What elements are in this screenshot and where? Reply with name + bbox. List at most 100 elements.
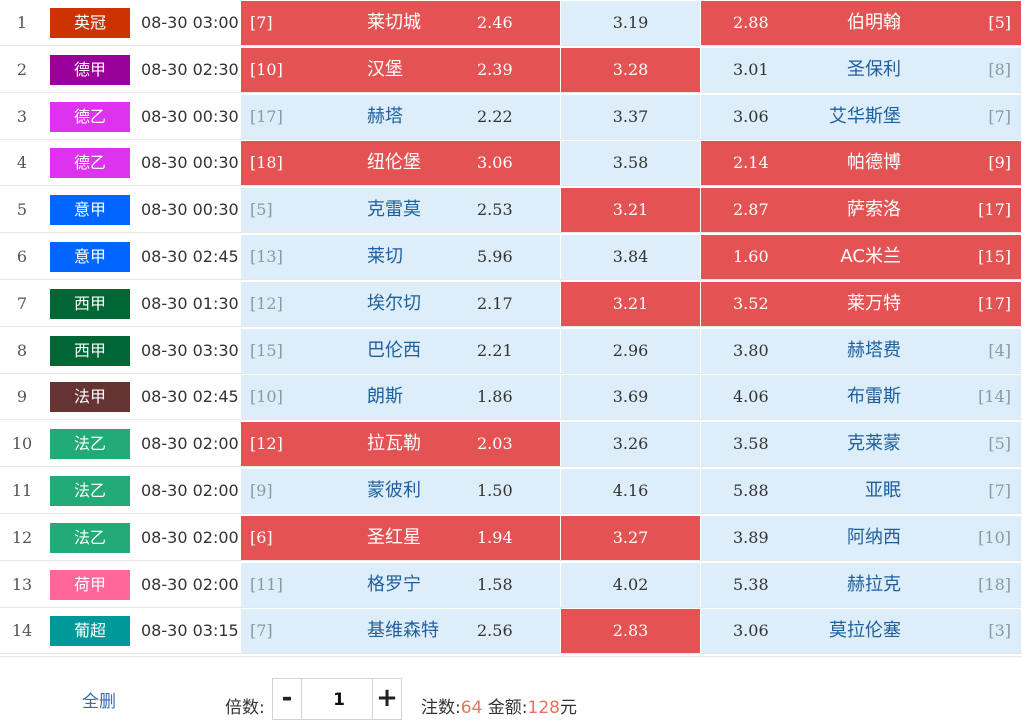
draw-option[interactable]: 3.27 xyxy=(561,515,700,560)
away-team: 阿纳西 xyxy=(847,526,901,548)
league-badge[interactable]: 西甲 xyxy=(50,335,130,366)
increase-multiplier-button[interactable]: + xyxy=(372,679,401,719)
home-win-option[interactable]: [6] 圣红星 1.94 xyxy=(241,515,560,560)
clear-all-button[interactable]: 全删 xyxy=(82,692,116,712)
home-win-option[interactable]: [12] 埃尔切 2.17 xyxy=(241,281,560,326)
match-time: 08-30 03:30 xyxy=(141,340,239,360)
home-win-option[interactable]: [13] 莱切 5.96 xyxy=(241,235,560,279)
amount-label: 金额: xyxy=(487,698,528,718)
away-rank: [3] xyxy=(988,621,1011,641)
home-win-option[interactable]: [5] 克雷莫 2.53 xyxy=(241,188,560,233)
home-team: 格罗宁 xyxy=(367,573,421,595)
away-team: 圣保利 xyxy=(847,58,901,80)
away-win-option[interactable]: 5.38 赫拉克 [18] xyxy=(701,562,1021,607)
home-rank: [9] xyxy=(250,481,273,500)
bet-footer: 全删 倍数: - + 注数:64 金额:128元 xyxy=(0,656,1022,726)
match-row: 14 葡超 08-30 03:15 [7] 基维森特 2.56 2.83 3.06 莫拉伦塞 [3… xyxy=(0,608,1022,655)
home-odds: 1.86 xyxy=(477,387,513,407)
draw-odds: 2.83 xyxy=(612,621,649,641)
home-win-option[interactable]: [17] 赫塔 2.22 xyxy=(241,94,560,139)
league-badge[interactable]: 法乙 xyxy=(50,522,130,553)
league-badge[interactable]: 西甲 xyxy=(50,288,130,319)
away-rank: [18] xyxy=(978,574,1011,594)
draw-option[interactable]: 3.21 xyxy=(561,188,700,233)
match-row: 10 法乙 08-30 02:00 [12] 拉瓦勒 2.03 3.26 3.58 克莱蒙 [5] xyxy=(0,421,1022,468)
away-win-option[interactable]: 4.06 布雷斯 [14] xyxy=(701,375,1021,420)
league-badge[interactable]: 荷甲 xyxy=(50,569,130,600)
home-odds: 5.96 xyxy=(477,247,513,266)
home-win-option[interactable]: [10] 朗斯 1.86 xyxy=(241,375,560,420)
home-win-option[interactable]: [9] 蒙彼利 1.50 xyxy=(241,469,560,513)
home-odds: 2.17 xyxy=(477,293,513,313)
away-odds: 3.80 xyxy=(733,340,769,360)
league-badge[interactable]: 葡超 xyxy=(50,616,130,647)
away-win-option[interactable]: 3.89 阿纳西 [10] xyxy=(701,515,1021,560)
home-win-option[interactable]: [18] 纽伦堡 3.06 xyxy=(241,141,560,186)
away-win-option[interactable]: 1.60 AC米兰 [15] xyxy=(701,235,1021,279)
draw-option[interactable]: 2.96 xyxy=(561,328,700,373)
match-number: 12 xyxy=(11,527,33,547)
home-win-option[interactable]: [15] 巴伦西 2.21 xyxy=(241,328,560,373)
draw-option[interactable]: 3.28 xyxy=(561,47,700,92)
match-number: 4 xyxy=(16,153,28,173)
amount-unit: 元 xyxy=(559,698,577,718)
away-odds: 5.88 xyxy=(733,481,769,500)
home-rank: [7] xyxy=(250,13,273,32)
draw-option[interactable]: 3.58 xyxy=(561,141,700,186)
decrease-multiplier-button[interactable]: - xyxy=(273,679,302,719)
away-team: 亚眠 xyxy=(865,480,901,501)
draw-option[interactable]: 3.19 xyxy=(561,1,700,45)
home-win-option[interactable]: [7] 莱切城 2.46 xyxy=(241,1,560,45)
away-win-option[interactable]: 3.06 艾华斯堡 [7] xyxy=(701,94,1021,139)
home-win-option[interactable]: [12] 拉瓦勒 2.03 xyxy=(241,422,560,467)
away-rank: [7] xyxy=(988,481,1011,500)
match-time: 08-30 02:00 xyxy=(141,574,239,594)
draw-option[interactable]: 4.16 xyxy=(561,469,700,513)
away-rank: [7] xyxy=(988,106,1011,126)
home-win-option[interactable]: [7] 基维森特 2.56 xyxy=(241,609,560,654)
away-win-option[interactable]: 3.06 莫拉伦塞 [3] xyxy=(701,609,1021,654)
away-win-option[interactable]: 2.88 伯明翰 [5] xyxy=(701,1,1021,45)
home-team: 蒙彼利 xyxy=(367,480,421,501)
home-odds: 1.50 xyxy=(477,481,513,500)
league-badge[interactable]: 法乙 xyxy=(50,429,130,460)
home-win-option[interactable]: [10] 汉堡 2.39 xyxy=(241,47,560,92)
league-badge[interactable]: 德乙 xyxy=(50,101,130,132)
league-badge[interactable]: 德甲 xyxy=(50,54,130,85)
bet-summary: 注数:64 金额:128元 xyxy=(421,693,577,718)
match-time: 08-30 00:30 xyxy=(141,153,239,173)
home-team: 纽伦堡 xyxy=(367,152,421,174)
match-time: 08-30 00:30 xyxy=(141,106,239,126)
home-win-option[interactable]: [11] 格罗宁 1.58 xyxy=(241,562,560,607)
match-time: 08-30 02:45 xyxy=(141,387,239,407)
league-badge[interactable]: 德乙 xyxy=(50,148,130,179)
away-win-option[interactable]: 2.87 萨索洛 [17] xyxy=(701,188,1021,233)
home-rank: [15] xyxy=(250,340,283,360)
home-rank: [18] xyxy=(250,153,283,173)
draw-option[interactable]: 4.02 xyxy=(561,562,700,607)
away-rank: [10] xyxy=(978,527,1011,547)
away-win-option[interactable]: 2.14 帕德博 [9] xyxy=(701,141,1021,186)
draw-option[interactable]: 3.69 xyxy=(561,375,700,420)
draw-option[interactable]: 3.26 xyxy=(561,422,700,467)
league-badge[interactable]: 法乙 xyxy=(50,476,130,506)
away-win-option[interactable]: 3.80 赫塔费 [4] xyxy=(701,328,1021,373)
draw-option[interactable]: 3.37 xyxy=(561,94,700,139)
away-win-option[interactable]: 3.01 圣保利 [8] xyxy=(701,47,1021,92)
home-odds: 2.56 xyxy=(477,621,513,641)
away-win-option[interactable]: 5.88 亚眠 [7] xyxy=(701,469,1021,513)
away-rank: [9] xyxy=(988,153,1011,173)
league-badge[interactable]: 法甲 xyxy=(50,382,130,413)
multiplier-input[interactable] xyxy=(303,679,375,721)
away-win-option[interactable]: 3.52 莱万特 [17] xyxy=(701,281,1021,326)
league-badge[interactable]: 意甲 xyxy=(50,195,130,226)
home-team: 莱切 xyxy=(367,246,403,267)
draw-option[interactable]: 2.83 xyxy=(561,609,700,654)
draw-odds: 3.21 xyxy=(612,293,649,313)
draw-option[interactable]: 3.84 xyxy=(561,235,700,279)
match-number: 14 xyxy=(11,621,33,641)
league-badge[interactable]: 英冠 xyxy=(50,8,130,38)
league-badge[interactable]: 意甲 xyxy=(50,242,130,272)
draw-option[interactable]: 3.21 xyxy=(561,281,700,326)
away-win-option[interactable]: 3.58 克莱蒙 [5] xyxy=(701,422,1021,467)
